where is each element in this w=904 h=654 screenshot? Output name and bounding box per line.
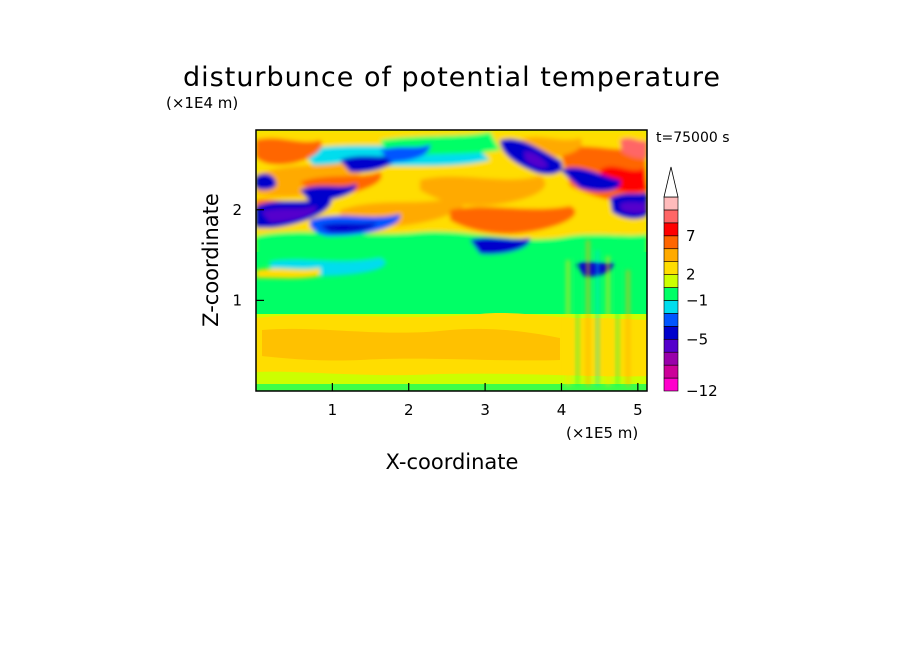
colorbar-label: −12 (686, 382, 718, 400)
x-axis-label: X-coordinate (386, 450, 519, 474)
y-axis-label: Z-coordinate (199, 193, 223, 327)
colorbar-label: −1 (686, 291, 708, 309)
x-unit-label: (×1E5 m) (566, 424, 638, 442)
colorbar-swatch (663, 300, 679, 314)
colorbar-swatch (663, 196, 679, 211)
colorbar-swatch (663, 351, 679, 366)
y-tick-label: 1 (232, 291, 242, 309)
colorbar-swatch (663, 338, 679, 353)
y-tick-label: 2 (232, 201, 242, 219)
time-label: t=75000 s (656, 130, 730, 146)
colorbar-swatch (663, 274, 679, 288)
x-tick-label: 1 (328, 401, 338, 419)
colorbar-label: 2 (686, 266, 696, 284)
colorbar-extend-arrow (663, 166, 679, 198)
colorbar-swatch (663, 209, 679, 224)
contour-field (256, 130, 647, 391)
colorbar-swatch (663, 364, 679, 379)
colorbar-label: 7 (686, 227, 696, 245)
x-tick-label: 3 (480, 401, 490, 419)
colorbar-label: −5 (686, 330, 708, 348)
y-axis-ticks: 12 (232, 201, 264, 309)
x-axis-ticks: 1 2 3 4 5 (328, 383, 643, 419)
x-tick-label: 4 (557, 401, 567, 419)
x-tick-label: 5 (633, 401, 643, 419)
colorbar-swatch (663, 287, 679, 301)
colorbar-swatch (663, 261, 679, 275)
colorbar-swatch (663, 326, 679, 340)
chart-title: disturbunce of potential temperature (183, 62, 721, 93)
x-tick-label: 2 (404, 401, 414, 419)
colorbar: −12−5−127 (663, 166, 718, 400)
colorbar-swatch (663, 377, 679, 392)
colorbar-swatch (663, 248, 679, 262)
colorbar-swatch (663, 313, 679, 327)
colorbar-swatch (663, 222, 679, 237)
y-unit-label: (×1E4 m) (166, 94, 238, 112)
plot-frame (255, 129, 648, 392)
colorbar-swatch (663, 235, 679, 250)
